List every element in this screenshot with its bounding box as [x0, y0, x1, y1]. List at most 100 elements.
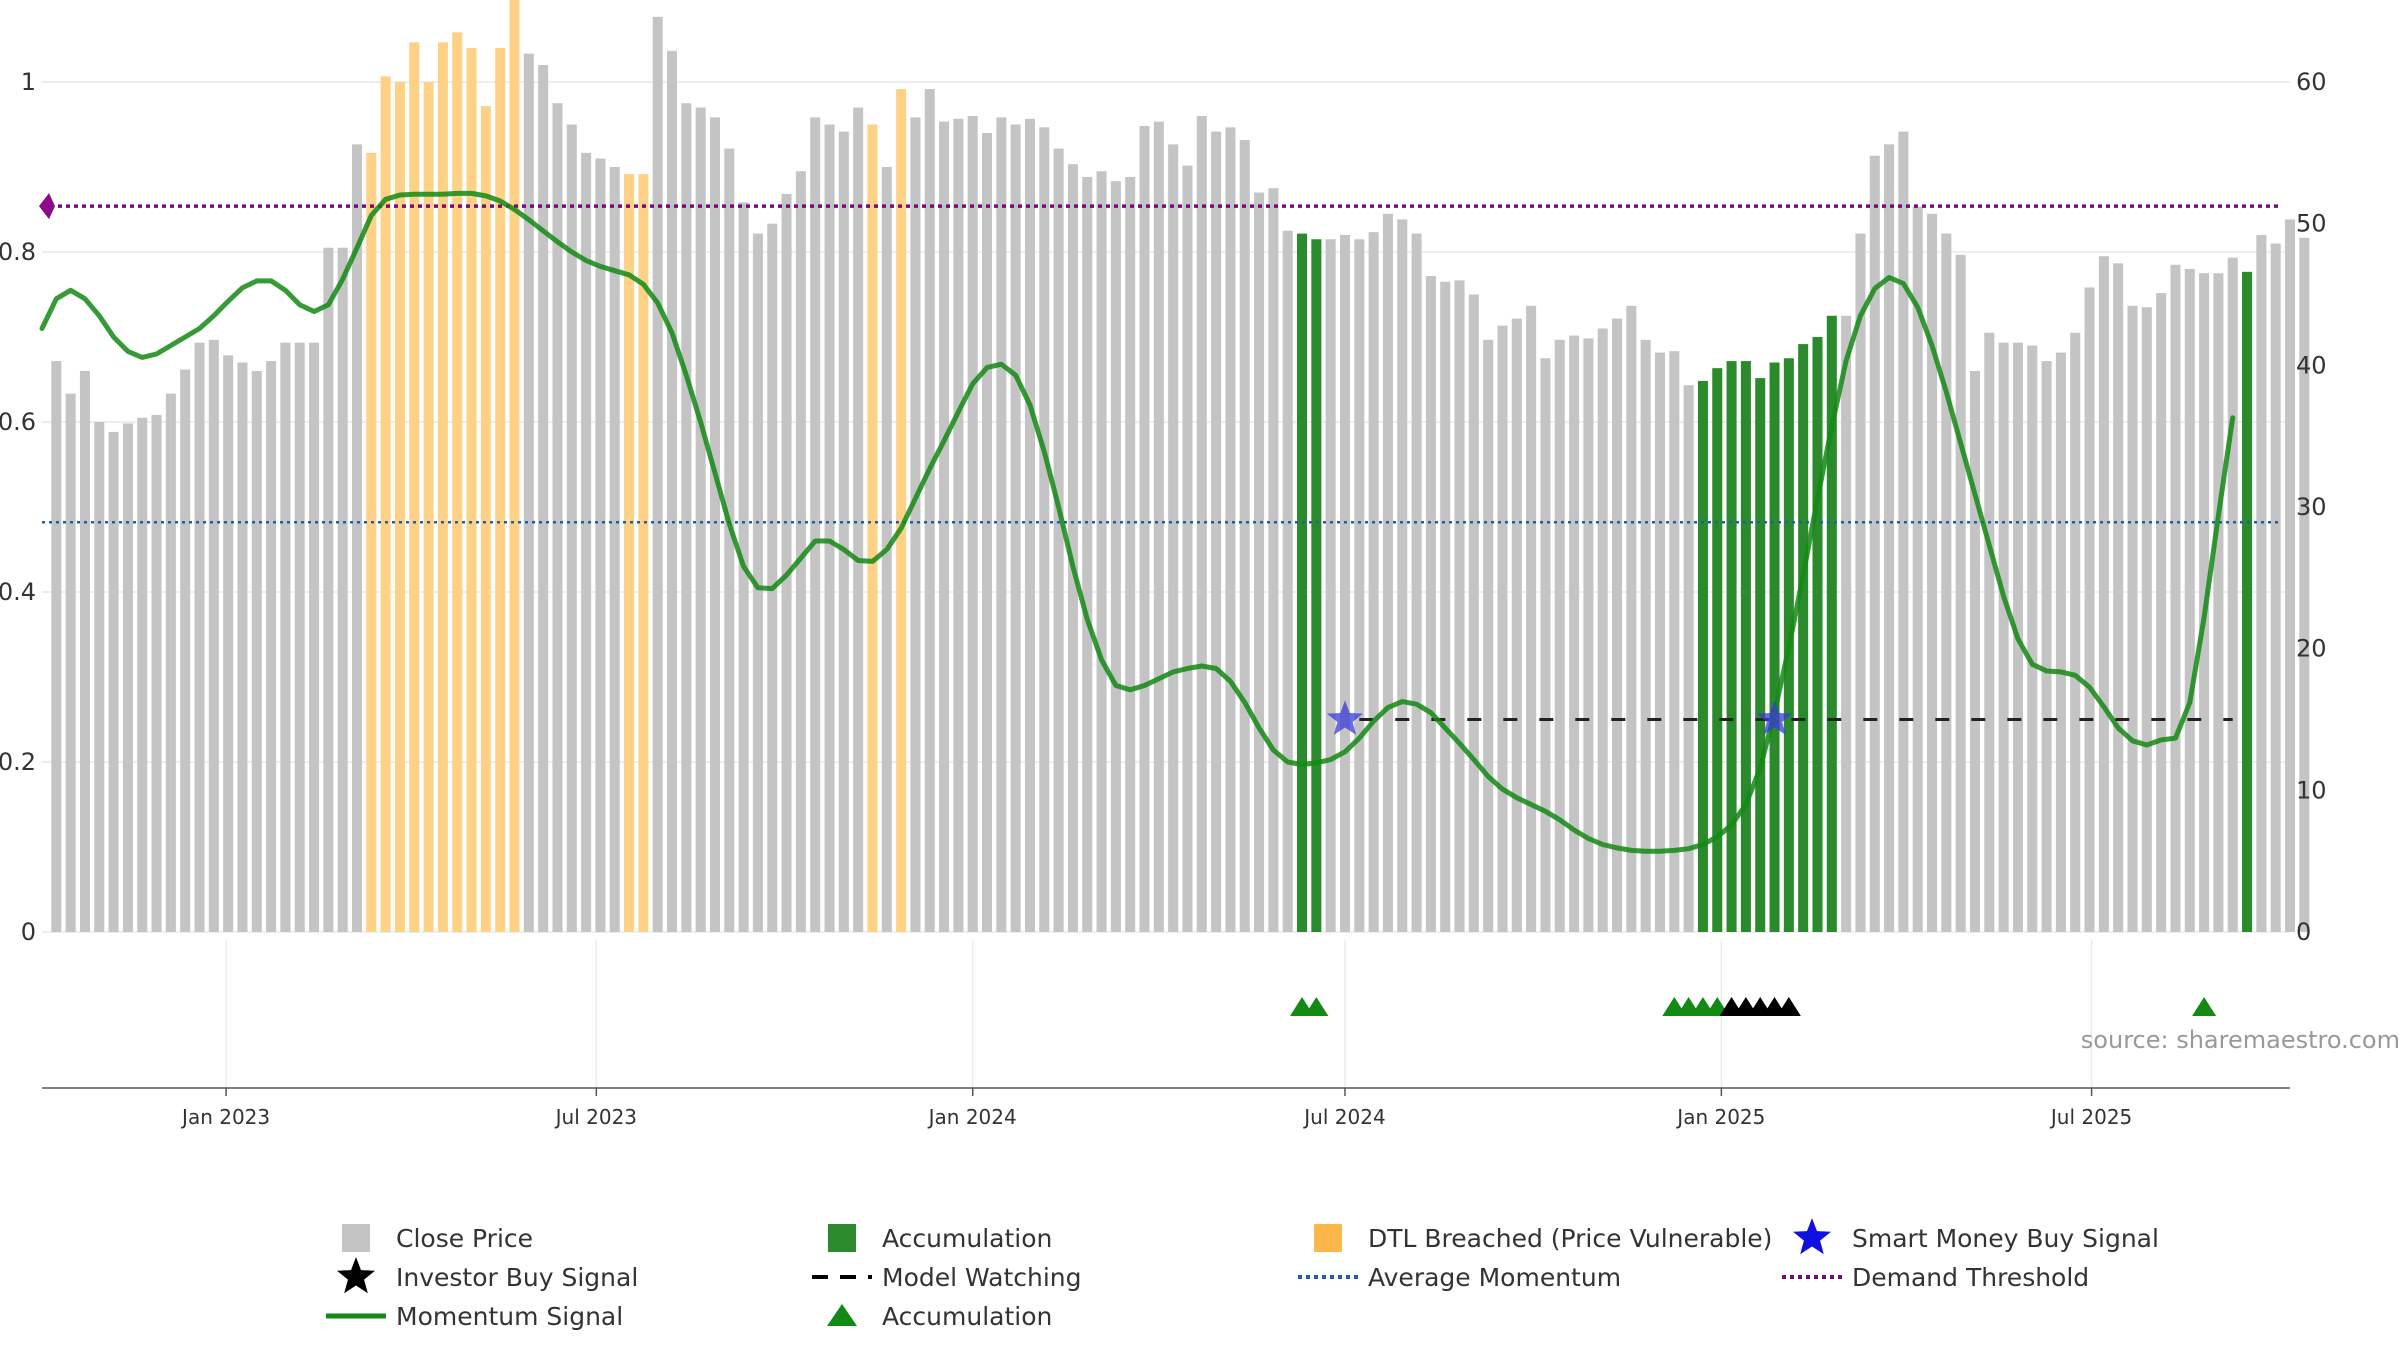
- legend-label: Close Price: [396, 1224, 533, 1253]
- close-price-bar: [609, 167, 620, 932]
- close-price-bar: [795, 171, 806, 932]
- close-price-bar: [824, 124, 835, 932]
- close-price-bar: [523, 53, 534, 932]
- close-price-bar: [1927, 213, 1938, 932]
- close-price-bar: [924, 89, 935, 933]
- close-price-bar: [1354, 239, 1365, 932]
- close-price-bar: [1826, 315, 1837, 932]
- close-price-bar: [1125, 176, 1136, 932]
- reference-lines: [39, 193, 2282, 721]
- legend-square-icon: [828, 1224, 856, 1252]
- close-price-bar: [2055, 352, 2066, 932]
- close-price-bar: [1325, 239, 1336, 932]
- close-price-bar: [595, 158, 606, 932]
- close-price-bar: [1969, 371, 1981, 932]
- close-price-bar: [1898, 131, 1909, 933]
- momentum-signal-line: [39, 190, 2236, 854]
- close-price-bar: [953, 118, 964, 933]
- close-price-bar: [1712, 368, 1723, 933]
- y-left-tick-label: 0.2: [0, 748, 36, 776]
- close-price-bar: [351, 144, 363, 933]
- close-price-bar: [1168, 144, 1179, 933]
- close-price-bar: [1941, 233, 1952, 933]
- close-price-bar: [1697, 380, 1708, 933]
- legend-square-icon: [1314, 1224, 1342, 1252]
- close-price-bar: [2084, 287, 2095, 933]
- close-price-bar: [180, 369, 191, 932]
- close-price-bar: [581, 152, 592, 933]
- close-price-bar: [237, 362, 248, 932]
- source-note: source: sharemaestro.com: [2081, 1026, 2400, 1054]
- close-price-bar: [2113, 263, 2124, 932]
- close-price-bar: [466, 48, 477, 932]
- y-right-tick-label: 60: [2296, 68, 2327, 96]
- x-tick-label: Jan 2024: [927, 1105, 1017, 1129]
- close-price-bar: [337, 247, 348, 932]
- close-price-bar: [982, 133, 993, 932]
- close-price-bar: [1526, 305, 1537, 932]
- y-right-tick-label: 0: [2296, 918, 2311, 946]
- close-price-bar: [1468, 294, 1479, 932]
- close-price-bar: [1798, 344, 1809, 932]
- legend: Close Price Accumulation DTL Breached (Pri…: [326, 1218, 2159, 1331]
- close-price-bar: [1382, 213, 1393, 932]
- close-price-bar: [2299, 237, 2310, 933]
- close-price-bar: [1612, 318, 1623, 932]
- close-price-bar: [323, 247, 334, 932]
- close-price-bar: [294, 342, 305, 933]
- close-price-bar: [1984, 332, 1995, 932]
- close-price-bar: [1067, 164, 1078, 932]
- x-tick-label: Jul 2025: [2049, 1105, 2132, 1129]
- legend-label: Smart Money Buy Signal: [1852, 1224, 2159, 1253]
- close-price-bar: [2098, 256, 2109, 932]
- close-price-bar: [151, 414, 162, 933]
- close-price-bar: [480, 106, 491, 933]
- close-price-bars: [51, 0, 2310, 933]
- close-price-bar: [1740, 361, 1751, 932]
- close-price-bar: [1769, 362, 1780, 932]
- close-price-bar: [1268, 188, 1279, 932]
- close-price-bar: [137, 417, 148, 932]
- close-price-bar: [1225, 127, 1236, 933]
- close-price-bar: [1626, 305, 1637, 932]
- close-price-bar: [1855, 233, 1866, 933]
- close-price-bar: [1569, 335, 1580, 932]
- close-price-bar: [695, 107, 706, 932]
- y-right-tick-label: 40: [2296, 351, 2327, 379]
- close-price-bar: [165, 393, 176, 933]
- close-price-bar: [1368, 232, 1379, 932]
- close-price-bar: [394, 82, 405, 932]
- close-price-bar: [194, 342, 205, 933]
- legend-star-icon: [1793, 1218, 1831, 1255]
- close-price-bar: [910, 117, 921, 932]
- close-price-bar: [2184, 269, 2195, 932]
- legend-label: Model Watching: [882, 1263, 1082, 1292]
- x-tick-label: Jan 2025: [1675, 1105, 1765, 1129]
- close-price-bar: [1139, 125, 1150, 932]
- close-price-bar: [896, 89, 907, 933]
- close-price-bar: [1597, 328, 1608, 932]
- close-price-bar: [1211, 131, 1222, 933]
- close-price-bar: [1053, 148, 1064, 933]
- close-price-bar: [1554, 339, 1565, 932]
- close-price-bar: [1010, 124, 1021, 932]
- close-price-bar: [79, 371, 90, 932]
- close-price-bar: [667, 50, 678, 933]
- close-price-bar: [681, 103, 692, 932]
- close-price-bar: [853, 107, 864, 932]
- close-price-bar: [1955, 254, 1966, 933]
- close-price-bar: [996, 117, 1007, 932]
- close-price-bar: [939, 121, 950, 932]
- legend-square-icon: [342, 1224, 370, 1252]
- close-price-bar: [51, 361, 62, 932]
- close-price-bar: [2242, 271, 2253, 932]
- close-price-bar: [2284, 219, 2296, 932]
- close-price-bar: [2213, 273, 2224, 932]
- close-price-bar: [495, 48, 506, 932]
- close-price-bar: [1540, 358, 1551, 932]
- close-price-bar: [2070, 332, 2081, 932]
- close-price-bar: [552, 103, 563, 932]
- legend-star-icon: [337, 1257, 375, 1294]
